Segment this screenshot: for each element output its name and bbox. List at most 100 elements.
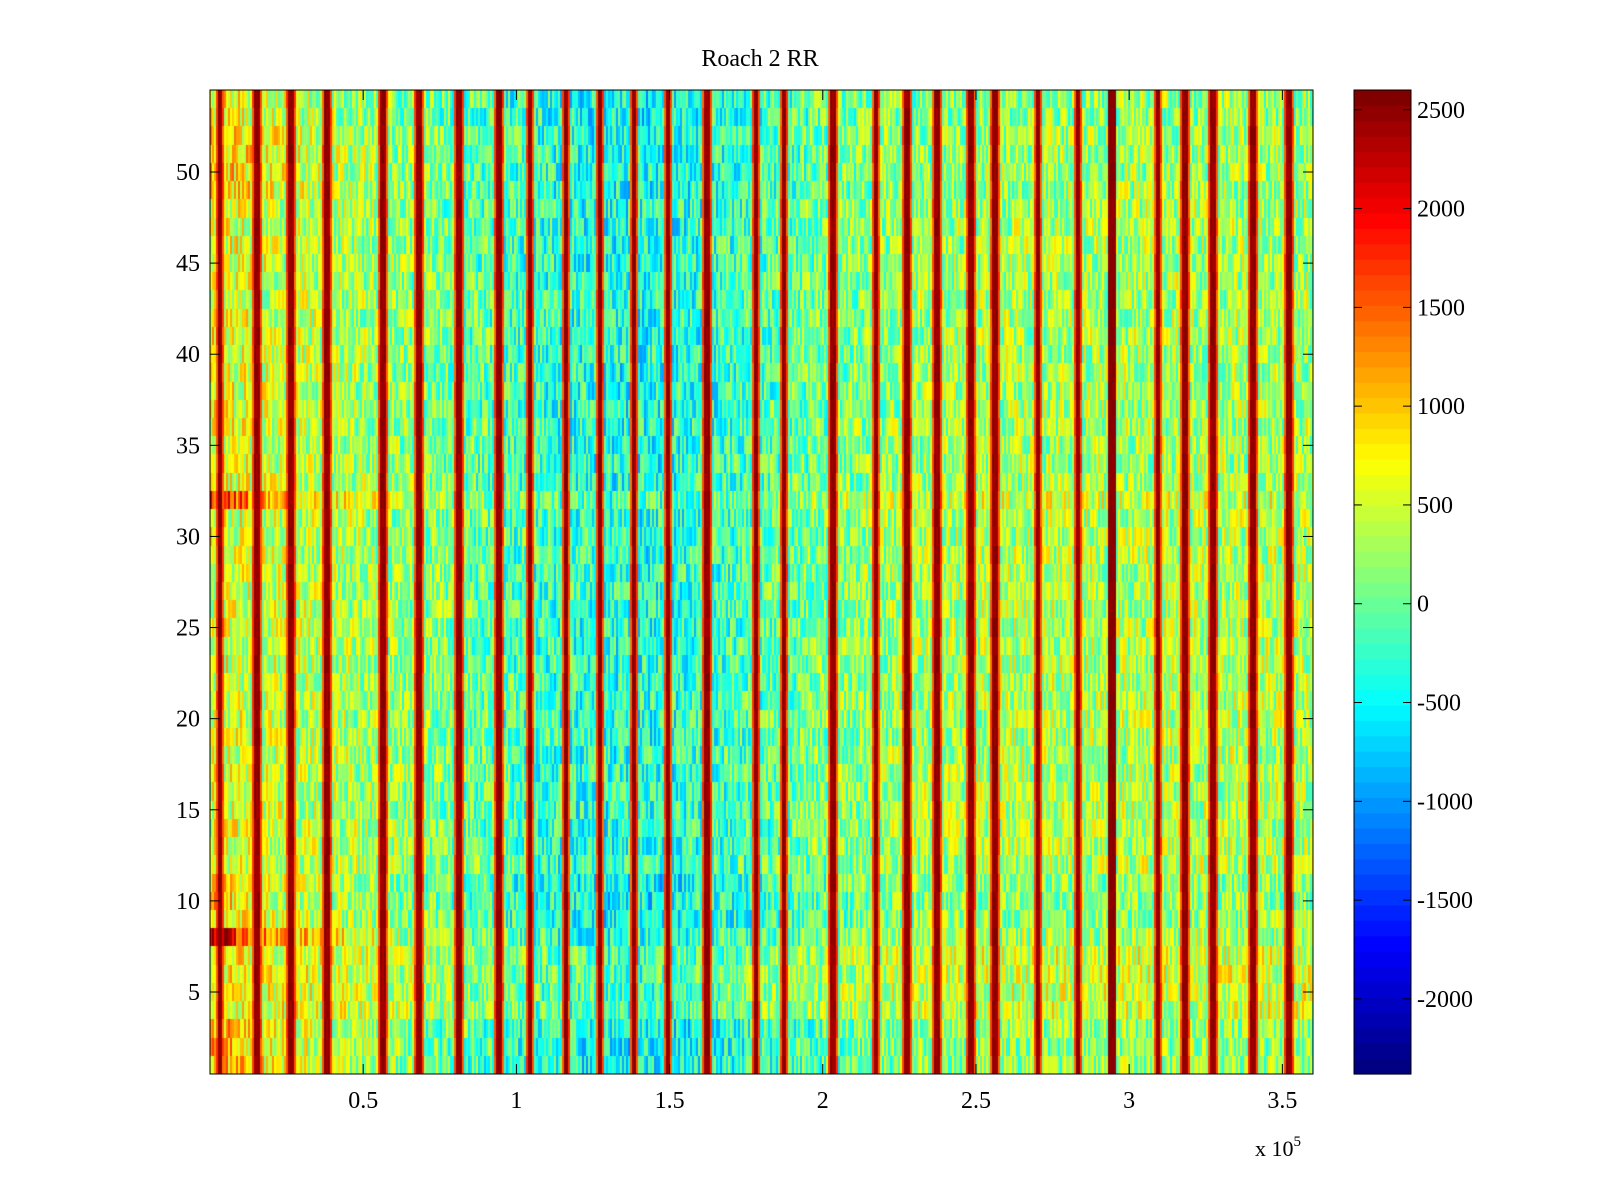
colorbar-band [1354,720,1411,737]
colorbar-band [1354,705,1411,721]
colorbar-band [1354,858,1411,875]
colorbar-tick-label: 0 [1417,592,1429,618]
colorbar-band [1354,643,1411,660]
colorbar-band [1354,935,1411,952]
heatmap-plot-area [209,89,1314,1075]
y-tick-label: 40 [176,342,200,368]
colorbar-band [1354,305,1411,322]
colorbar-band [1354,812,1411,829]
colorbar-band [1354,658,1411,675]
colorbar-tick-label: 2000 [1417,197,1465,223]
colorbar-band [1354,766,1411,783]
colorbar-band [1354,1012,1411,1029]
colorbar-tick-label: 1500 [1417,295,1465,321]
colorbar-band [1354,136,1411,153]
x-axis: 0.5 1 1.5 2 2.5 3 3.5 [348,90,1297,1114]
y-tick-label: 15 [176,798,200,824]
colorbar-band [1354,289,1411,306]
colorbar-band [1354,1043,1411,1060]
colorbar-band [1354,828,1411,844]
colorbar-band [1354,1027,1411,1044]
colorbar-band [1354,689,1411,706]
y-tick-label: 20 [176,707,200,733]
colorbar-band [1354,520,1411,537]
colorbar-band [1354,751,1411,768]
colorbar: 2500 2000 1500 1000 500 0 -500 -1000 -1500 -2000 [1353,89,1473,1075]
colorbar-band [1354,197,1411,214]
colorbar-band [1354,474,1411,491]
y-axis: 5 10 15 20 25 30 35 40 45 50 [176,160,1313,1006]
y-tick-label: 35 [176,433,200,459]
colorbar-band [1354,920,1411,937]
x-tick-label: 1 [510,1088,522,1114]
colorbar-band [1354,228,1411,245]
colorbar-band [1354,797,1411,814]
colorbar-band [1354,336,1411,352]
x-axis-multiplier-exponent: 5 [1294,1134,1302,1150]
colorbar-tick-label: -1500 [1417,888,1473,914]
colorbar-band [1354,566,1411,583]
x-tick-label: 3.5 [1267,1088,1297,1114]
colorbar-band [1354,397,1411,414]
colorbar-band [1354,551,1411,568]
colorbar-band [1354,535,1411,552]
colorbar-band [1354,582,1411,598]
colorbar-band [1354,120,1411,137]
y-tick-label: 10 [176,889,200,915]
colorbar-band [1354,351,1411,368]
colorbar-band [1354,274,1411,291]
colorbar-band [1354,997,1411,1014]
colorbar-band [1354,489,1411,506]
colorbar-band [1354,412,1411,429]
y-tick-label: 50 [176,160,200,186]
colorbar-band [1354,243,1411,260]
colorbar-band [1354,904,1411,921]
colorbar-gradient [1354,90,1411,1075]
colorbar-band [1354,382,1411,399]
y-tick-label: 45 [176,251,200,277]
heatmap-image [210,90,1313,1074]
x-tick-label: 0.5 [348,1088,378,1114]
y-tick-label: 30 [176,524,200,550]
x-axis-multiplier-base: x 10 [1255,1136,1294,1161]
colorbar-tick-label: -2000 [1417,987,1473,1013]
x-tick-label: 2 [817,1088,829,1114]
colorbar-band [1354,843,1411,860]
chart-title: Roach 2 RR [701,46,818,72]
colorbar-band [1354,951,1411,967]
colorbar-band [1354,213,1411,229]
colorbar-band [1354,151,1411,168]
colorbar-band [1354,428,1411,445]
colorbar-axis: 2500 2000 1500 1000 500 0 -500 -1000 -1500 -2000 [1354,98,1473,1013]
colorbar-band [1354,366,1411,383]
colorbar-band [1354,182,1411,199]
colorbar-band [1354,259,1411,276]
y-tick-label: 25 [176,616,200,642]
colorbar-band [1354,443,1411,460]
colorbar-band [1354,781,1411,798]
colorbar-band [1354,612,1411,629]
colorbar-band [1354,981,1411,998]
colorbar-tick-label: 1000 [1417,394,1465,420]
colorbar-tick-label: -1000 [1417,789,1473,815]
colorbar-band [1354,889,1411,906]
colorbar-band [1354,874,1411,891]
colorbar-band [1354,105,1411,122]
colorbar-band [1354,1058,1411,1075]
colorbar-tick-label: 2500 [1417,98,1465,124]
x-tick-label: 1.5 [655,1088,685,1114]
colorbar-band [1354,674,1411,691]
colorbar-band [1354,459,1411,475]
colorbar-band [1354,90,1411,106]
colorbar-tick-label: -500 [1417,691,1461,717]
colorbar-band [1354,166,1411,183]
y-tick-label: 5 [188,980,200,1006]
plot-frame [209,89,1314,1075]
colorbar-band [1354,735,1411,752]
colorbar-band [1354,597,1411,614]
x-axis-multiplier: x 105 [1255,1134,1301,1161]
colorbar-band [1354,628,1411,645]
colorbar-band [1354,966,1411,983]
x-tick-label: 2.5 [961,1088,991,1114]
